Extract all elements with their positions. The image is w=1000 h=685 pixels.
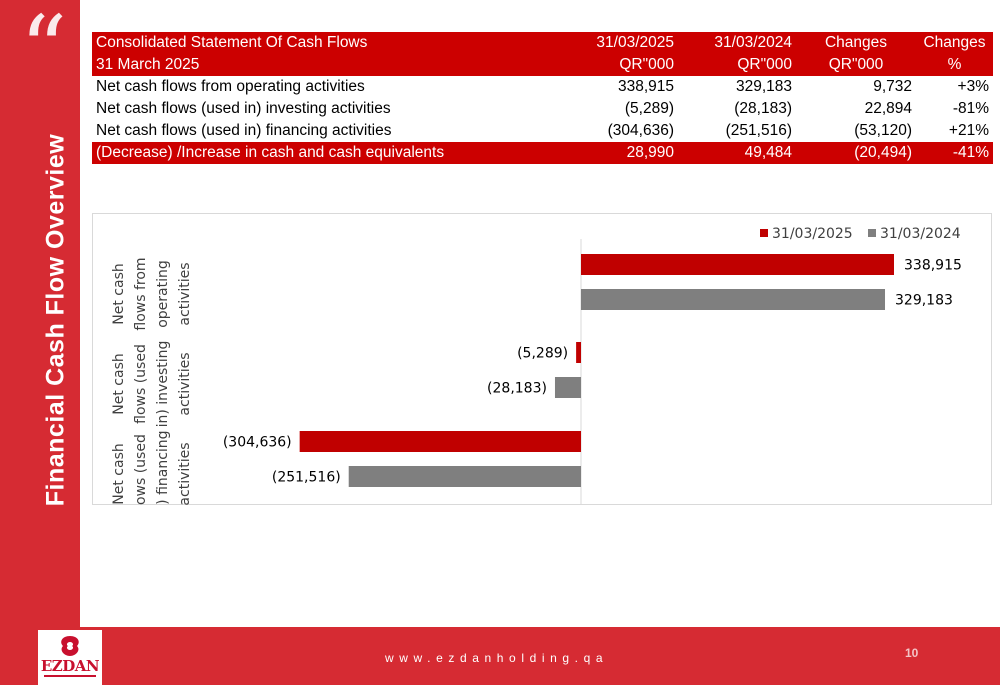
bar — [581, 254, 894, 275]
bar — [581, 289, 886, 310]
category-label-line: Net cash — [111, 263, 127, 324]
table-cell: (304,636) — [607, 122, 674, 139]
header-cell: Changes — [916, 32, 993, 54]
table-cell: -81% — [952, 100, 989, 117]
header-cell: QR"000 — [678, 54, 796, 76]
footer-divider — [0, 627, 1000, 630]
logo-text: EZDAN — [40, 657, 100, 675]
category-label: Net cash flows (used in) financing activiti… — [111, 430, 193, 506]
row-label: Net cash flows (used in) financing activ… — [96, 122, 392, 139]
cash-flow-table: Consolidated Statement Of Cash Flows 31/… — [92, 32, 993, 164]
table-header-row: 31 March 2025 QR"000 QR"000 QR"000 % — [92, 54, 993, 76]
category-label-line: Net cash — [111, 443, 127, 504]
data-label: (251,516) — [272, 470, 341, 486]
table-cell: +21% — [948, 122, 989, 139]
category-label-line: activities — [177, 442, 193, 505]
footer-band — [0, 630, 1000, 685]
table-cell: 329,183 — [735, 78, 792, 95]
header-cell: QR"000 — [570, 54, 678, 76]
table-cell: (28,183) — [734, 100, 792, 117]
side-title: Financial Cash Flow Overview — [41, 133, 70, 507]
category-label: Net cash flows from operating activities — [111, 257, 193, 330]
quote-icon: “ — [20, 0, 68, 103]
category-label-line: activities — [177, 262, 193, 325]
table-cell: (5,289) — [624, 100, 674, 117]
table-row: Net cash flows (used in) financing activ… — [92, 120, 993, 142]
table-cell: (53,120) — [854, 122, 912, 139]
page-number: 10 — [905, 646, 919, 660]
logo-underline — [44, 675, 96, 677]
data-label: (28,183) — [487, 381, 547, 397]
data-label: (304,636) — [223, 435, 292, 451]
table-row: Net cash flows from operating activities… — [92, 76, 993, 98]
table-cell: 28,990 — [570, 142, 678, 164]
table-cell: 9,732 — [873, 78, 912, 95]
header-cell: 31/03/2024 — [678, 32, 796, 54]
category-label-line: activities — [177, 352, 193, 415]
legend-swatch — [868, 229, 876, 237]
category-label-line: Net cash — [111, 353, 127, 414]
row-label: Net cash flows from operating activities — [96, 78, 365, 95]
header-cell: Changes — [796, 32, 916, 54]
table-row: Net cash flows (used in) investing activ… — [92, 98, 993, 120]
category-label-line: flows from — [133, 257, 149, 330]
category-label-line: in) investing — [155, 341, 171, 428]
data-label: (5,289) — [517, 346, 568, 362]
table-cell: 49,484 — [678, 142, 796, 164]
header-cell: % — [916, 54, 993, 76]
header-cell: 31 March 2025 — [92, 54, 570, 76]
category-label-line: operating — [155, 260, 171, 328]
table-cell: -41% — [916, 142, 993, 164]
company-logo: EZDAN — [38, 630, 102, 685]
legend-label: 31/03/2025 — [772, 226, 853, 242]
row-label: (Decrease) /Increase in cash and cash eq… — [92, 142, 570, 164]
table-cell: 22,894 — [864, 100, 912, 117]
bar — [576, 342, 581, 363]
header-cell: Consolidated Statement Of Cash Flows — [92, 32, 570, 54]
header-cell: 31/03/2025 — [570, 32, 678, 54]
category-label-line: in) financing — [155, 430, 171, 506]
sidebar: “ Financial Cash Flow Overview — [0, 0, 80, 628]
bar — [299, 431, 581, 452]
category-label-line: flows (used — [133, 434, 149, 506]
website-link[interactable]: www.ezdanholding.qa — [385, 651, 609, 665]
data-label: 329,183 — [895, 293, 953, 309]
bar — [348, 466, 581, 487]
table-total-row: (Decrease) /Increase in cash and cash eq… — [92, 142, 993, 164]
bar — [554, 377, 581, 398]
table-header-row: Consolidated Statement Of Cash Flows 31/… — [92, 32, 993, 54]
cash-flow-chart: 31/03/2025 31/03/2024 338,915 329,183 (5,289… — [92, 213, 992, 506]
category-label-line: flows (used — [133, 344, 149, 424]
category-label: Net cash flows (used in) investing activiti… — [111, 341, 193, 428]
data-label: 338,915 — [904, 258, 962, 274]
chart-svg: 31/03/2025 31/03/2024 338,915 329,183 (5,289… — [111, 226, 962, 506]
logo-mark-icon — [61, 636, 79, 656]
table-cell: (20,494) — [796, 142, 916, 164]
legend-swatch — [760, 229, 768, 237]
table-cell: 338,915 — [617, 78, 674, 95]
table-cell: (251,516) — [725, 122, 792, 139]
table-cell: +3% — [957, 78, 989, 95]
header-cell: QR"000 — [796, 54, 916, 76]
row-label: Net cash flows (used in) investing activ… — [96, 100, 391, 117]
legend-label: 31/03/2024 — [880, 226, 961, 242]
